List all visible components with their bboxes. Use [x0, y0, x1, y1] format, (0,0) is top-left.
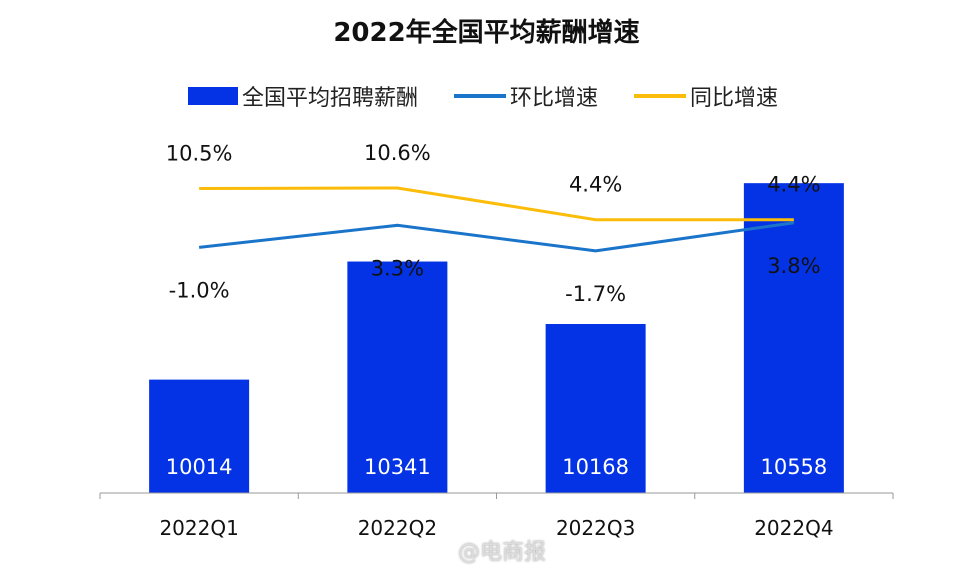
line-data-label: 4.4% [569, 173, 622, 197]
chart-title: 2022年全国平均薪酬增速 [333, 18, 640, 48]
bar [545, 324, 646, 493]
line-data-label: -1.7% [565, 282, 626, 306]
line-data-label: 10.5% [166, 141, 233, 165]
x-tick-label: 2022Q1 [159, 516, 238, 540]
legend-swatch [634, 94, 687, 98]
legend-label: 环比增速 [510, 86, 599, 111]
bar-data-label: 10014 [166, 455, 233, 479]
bar [743, 183, 844, 493]
legend-label: 全国平均招聘薪酬 [242, 86, 419, 111]
line-data-label: 3.3% [371, 256, 424, 280]
bar [149, 379, 250, 493]
line-data-label: 10.6% [364, 141, 431, 165]
watermark: @电商报 [458, 540, 547, 565]
bar [347, 261, 448, 493]
line-data-label: -1.0% [169, 278, 230, 302]
legend-item-mom: 环比增速 [454, 80, 598, 112]
legend-item-yoy: 同比增速 [634, 80, 778, 112]
x-tick-label: 2022Q3 [556, 516, 635, 540]
series-line [198, 221, 795, 253]
bar-data-label: 10168 [562, 455, 629, 479]
legend-swatch [454, 94, 507, 98]
legend-swatch [188, 87, 238, 105]
series-line [199, 186, 794, 222]
bar-data-label: 10341 [364, 455, 431, 479]
legend-label: 同比增速 [690, 86, 779, 111]
legend: 全国平均招聘薪酬 环比增速 同比增速 [188, 80, 814, 112]
line-data-label: 4.4% [767, 173, 820, 197]
legend-item-bar: 全国平均招聘薪酬 [188, 80, 418, 112]
line-data-label: 3.8% [767, 254, 820, 278]
x-tick-label: 2022Q4 [754, 516, 833, 540]
x-tick-label: 2022Q2 [358, 516, 437, 540]
bar-data-label: 10558 [760, 455, 827, 479]
